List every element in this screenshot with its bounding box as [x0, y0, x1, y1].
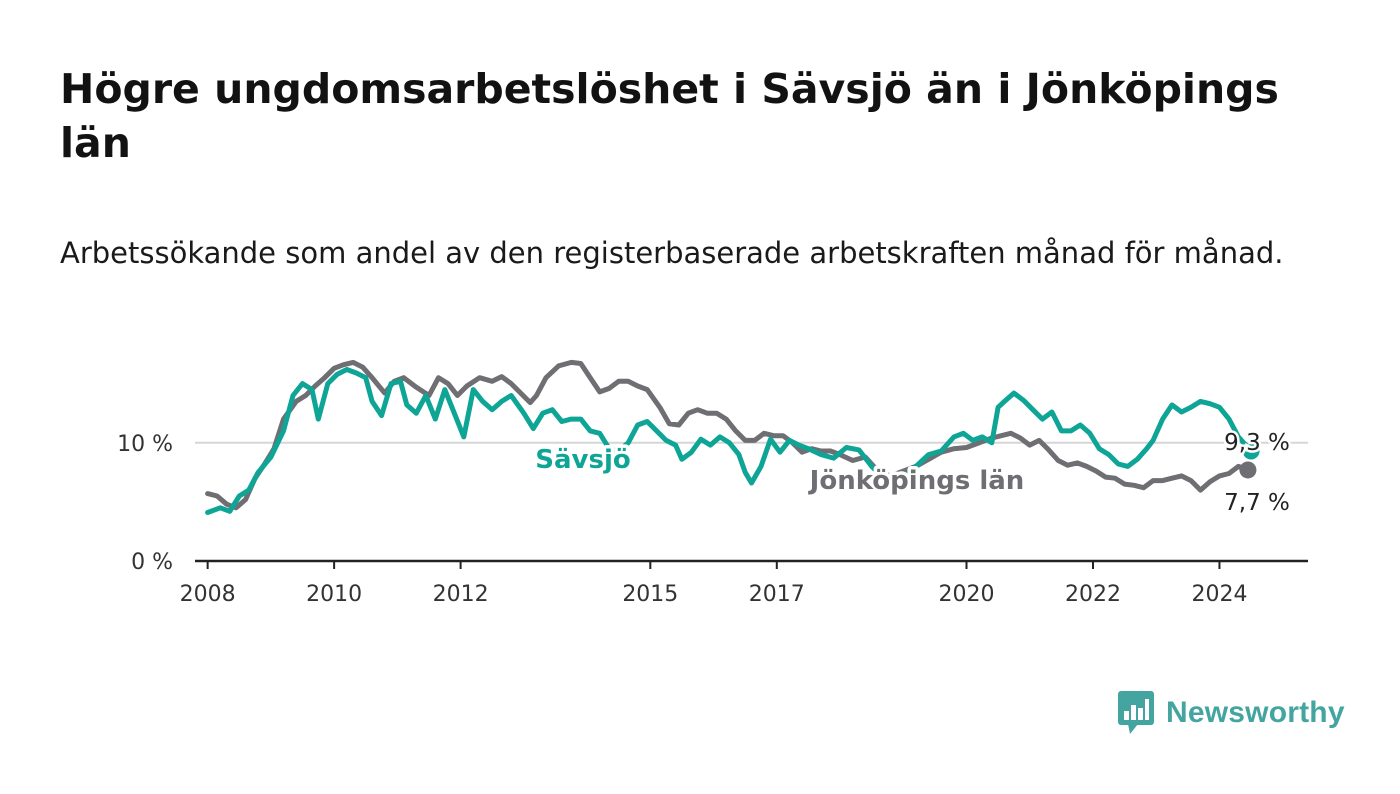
end-label-savsjo: 9,3 %	[1224, 430, 1290, 456]
x-tick-label: 2015	[622, 582, 678, 607]
x-tick-label: 2017	[749, 582, 805, 607]
chart-title: Högre ungdomsarbetslöshet i Sävsjö än i …	[60, 65, 1279, 167]
brand-name: Newsworthy	[1166, 696, 1345, 729]
series-line-savsjo	[205, 367, 1254, 515]
chart-subtitle: Arbetssökande som andel av den registerb…	[60, 236, 1284, 270]
x-tick-label: 2024	[1191, 582, 1247, 607]
x-tick-label: 2012	[433, 582, 489, 607]
y-tick-label: 10 %	[117, 432, 173, 457]
bar-chart-speech-bubble-icon	[1118, 691, 1154, 734]
x-tick-label: 2020	[939, 582, 995, 607]
brand-logo: Newsworthy	[1118, 690, 1345, 736]
end-label-jonkoping: 7,7 %	[1224, 490, 1290, 516]
series-line-jonkoping	[205, 359, 1251, 511]
end-marker-jonkoping	[1239, 461, 1257, 479]
end-marker-savsjo	[1242, 442, 1260, 460]
x-tick-label: 2008	[180, 582, 236, 607]
series-label-jonkoping: Jönköpings län	[808, 466, 1025, 496]
x-tick-label: 2010	[306, 582, 362, 607]
series-label-savsjo: Sävsjö	[535, 445, 630, 475]
x-tick-label: 2022	[1065, 582, 1121, 607]
y-tick-label: 0 %	[131, 550, 173, 575]
line-chart: 0 % 10 % 2008 2010 2012 2015 2017 2020 2022 2024 S…	[117, 359, 1308, 607]
